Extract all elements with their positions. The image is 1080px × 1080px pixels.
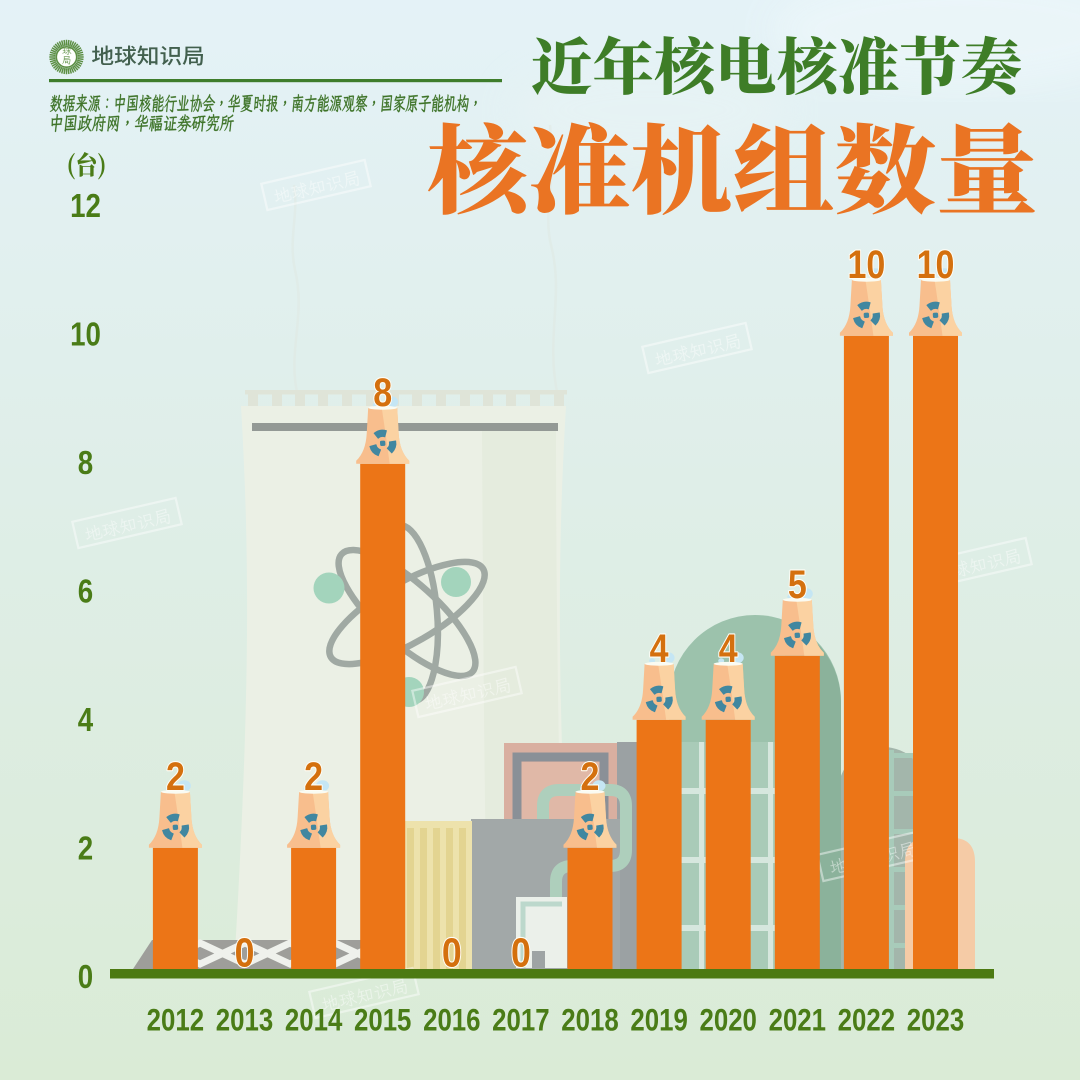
svg-text:0: 0 (235, 930, 255, 976)
svg-text:10: 10 (70, 316, 101, 353)
svg-text:2018: 2018 (561, 1003, 618, 1038)
svg-text:2019: 2019 (630, 1003, 687, 1038)
svg-text:6: 6 (78, 573, 93, 610)
svg-text:2014: 2014 (285, 1003, 342, 1038)
svg-text:2020: 2020 (699, 1003, 756, 1038)
svg-text:2012: 2012 (147, 1003, 204, 1038)
svg-text:4: 4 (78, 702, 93, 739)
svg-text:2015: 2015 (354, 1003, 411, 1038)
svg-text:0: 0 (78, 959, 93, 996)
svg-text:5: 5 (788, 561, 807, 606)
svg-text:4: 4 (719, 625, 738, 670)
svg-text:2: 2 (304, 753, 323, 798)
svg-text:2: 2 (166, 753, 185, 798)
svg-text:2022: 2022 (838, 1003, 895, 1038)
svg-text:0: 0 (511, 930, 531, 976)
svg-text:12: 12 (70, 188, 101, 225)
svg-text:10: 10 (917, 241, 955, 286)
svg-text:2021: 2021 (769, 1003, 826, 1038)
svg-text:2: 2 (581, 753, 600, 798)
svg-text:8: 8 (78, 445, 93, 482)
svg-text:0: 0 (442, 930, 462, 976)
svg-text:2013: 2013 (216, 1003, 273, 1038)
svg-text:8: 8 (373, 369, 392, 414)
svg-text:4: 4 (650, 625, 669, 670)
svg-text:2017: 2017 (492, 1003, 549, 1038)
svg-text:2016: 2016 (423, 1003, 480, 1038)
svg-text:2023: 2023 (907, 1003, 964, 1038)
svg-text:10: 10 (847, 241, 885, 286)
svg-text:2: 2 (78, 830, 93, 867)
